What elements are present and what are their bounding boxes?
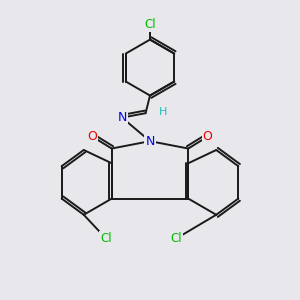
Text: O: O — [202, 130, 212, 143]
Text: N: N — [117, 111, 127, 124]
Text: Cl: Cl — [100, 232, 112, 245]
Text: Cl: Cl — [144, 18, 156, 32]
Text: N: N — [145, 135, 155, 148]
Text: O: O — [88, 130, 98, 143]
Text: H: H — [159, 107, 167, 117]
Text: Cl: Cl — [171, 232, 182, 245]
